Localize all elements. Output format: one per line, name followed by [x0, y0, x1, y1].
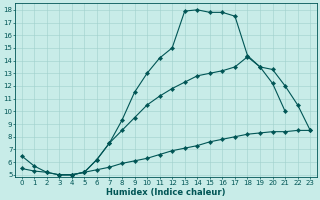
X-axis label: Humidex (Indice chaleur): Humidex (Indice chaleur): [106, 188, 226, 197]
